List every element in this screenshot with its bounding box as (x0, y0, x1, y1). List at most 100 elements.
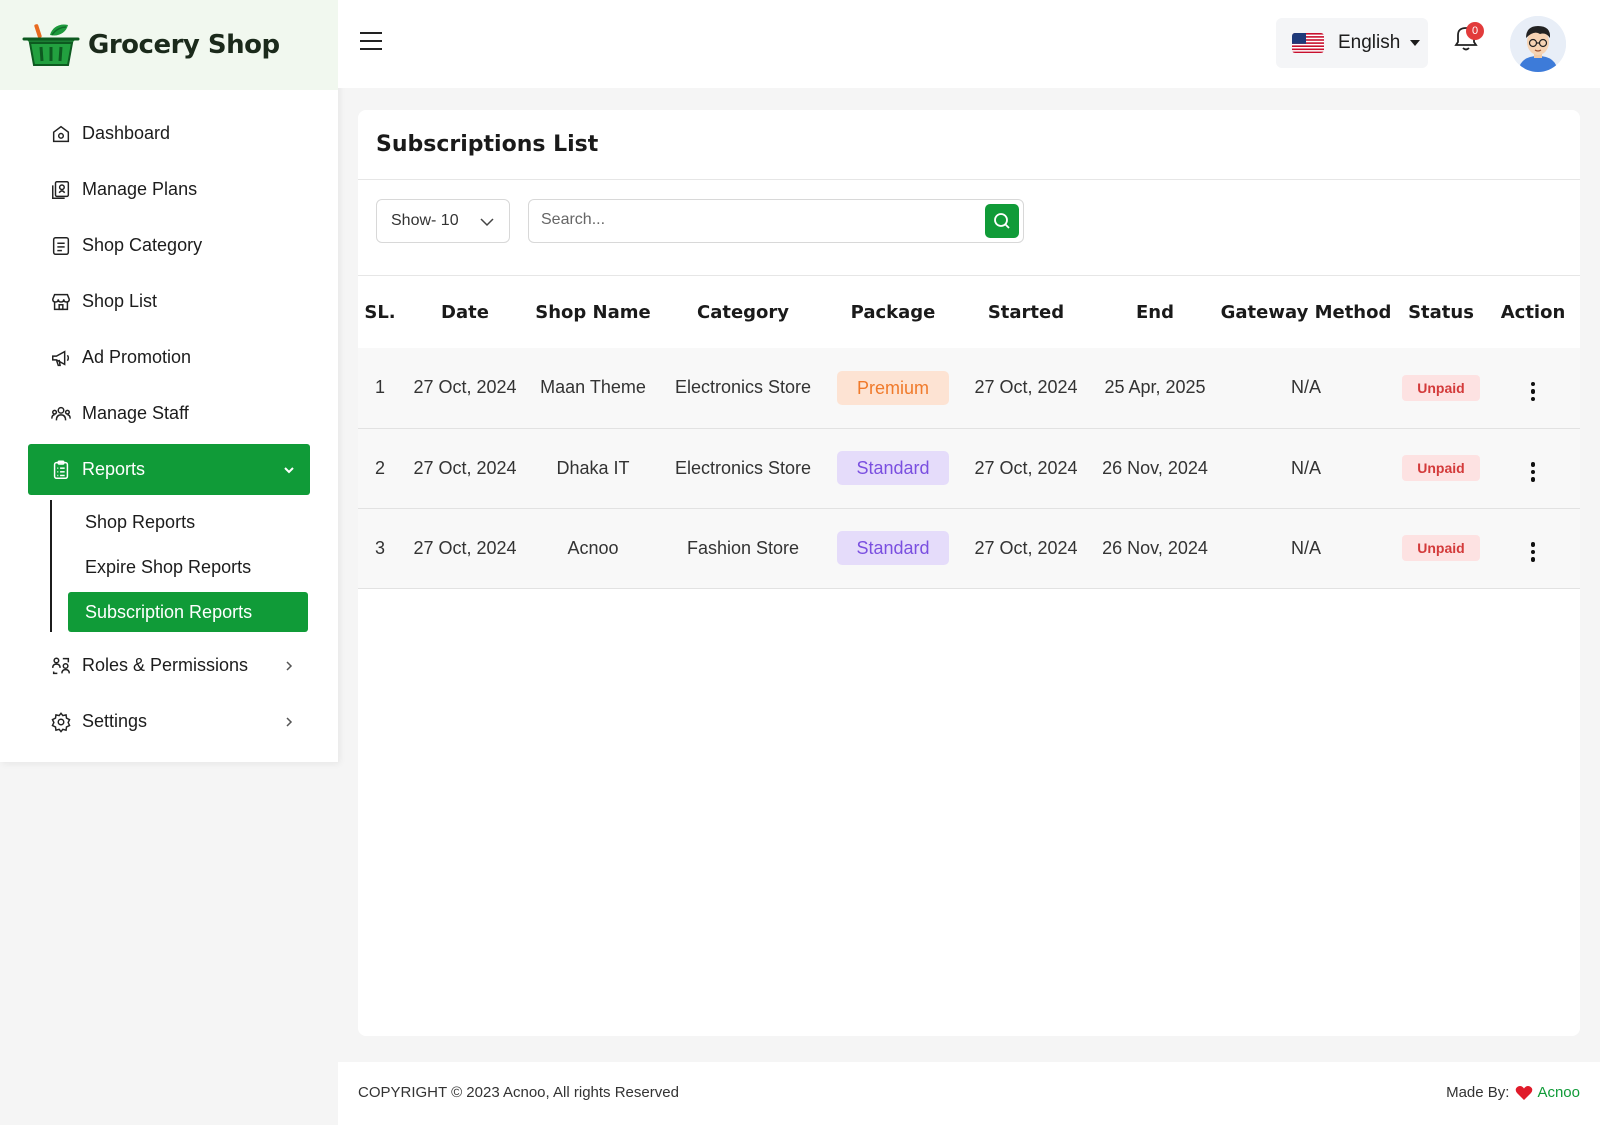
sidebar-item-dashboard[interactable]: Dashboard (28, 108, 310, 159)
cell-date: 27 Oct, 2024 (413, 377, 517, 398)
chevron-down-icon (284, 466, 294, 473)
table-header-row: SL. Date Shop Name Category Package Star… (358, 276, 1580, 348)
language-label: English (1338, 32, 1401, 53)
cell-package: Premium (828, 348, 958, 428)
table-controls: Show- 10 (358, 180, 1580, 276)
more-actions-icon[interactable] (1523, 458, 1544, 486)
sidebar-item-shop-category[interactable]: Shop Category (28, 220, 310, 271)
sidebar-item-label: Shop List (82, 291, 158, 311)
sidebar-item-label: Manage Staff (82, 403, 189, 423)
brand-name: Grocery Shop (88, 30, 280, 60)
more-actions-icon[interactable] (1523, 538, 1544, 566)
search-icon (994, 213, 1010, 229)
cell-end: 25 Apr, 2025 (1104, 377, 1206, 398)
chevron-down-icon (480, 218, 494, 227)
cell-action (1486, 428, 1580, 508)
sidebar-item-label: Settings (82, 711, 148, 731)
category-icon (50, 235, 72, 257)
topbar: English 0 (338, 0, 1600, 88)
sidebar-item-manage-plans[interactable]: Manage Plans (28, 164, 310, 215)
search-box (528, 199, 1024, 243)
gear-icon (50, 711, 72, 733)
plans-icon (50, 179, 72, 201)
sidebar-item-roles-permissions[interactable]: Roles & Permissions (28, 640, 310, 691)
cell-action (1486, 348, 1580, 428)
column-header[interactable]: Package (850, 301, 936, 323)
language-selector[interactable]: English (1276, 18, 1428, 68)
cell-end: 26 Nov, 2024 (1102, 457, 1208, 478)
cell-end: 26 Nov, 2024 (1102, 537, 1208, 558)
sidebar-item-reports[interactable]: Reports (28, 444, 310, 495)
cell-date: 27 Oct, 2024 (413, 537, 517, 558)
copyright-text: COPYRIGHT © 2023 Acnoo, All rights Reser… (358, 1084, 679, 1101)
package-badge: Standard (837, 451, 949, 485)
column-header[interactable]: SL. (364, 301, 396, 323)
staff-icon (50, 403, 72, 425)
cell-gateway: N/A (1290, 537, 1321, 558)
column-header[interactable]: Started (987, 301, 1065, 323)
sidebar-item-ad-promotion[interactable]: Ad Promotion (28, 332, 310, 383)
sidebar-item-manage-staff[interactable]: Manage Staff (28, 388, 310, 439)
cell-gateway: N/A (1290, 457, 1321, 478)
column-header: Action (1500, 301, 1566, 323)
cell-status: Unpaid (1396, 508, 1486, 588)
cell-shop-name: Acnoo (567, 537, 619, 558)
subnav-item-expire-shop-reports[interactable]: Expire Shop Reports (68, 547, 308, 587)
subnav-item-shop-reports[interactable]: Shop Reports (68, 502, 308, 542)
cell-category: Fashion Store (686, 537, 800, 558)
cell-package: Standard (828, 508, 958, 588)
status-badge: Unpaid (1402, 374, 1480, 401)
cell-started: 27 Oct, 2024 (974, 457, 1078, 478)
column-header[interactable]: Date (441, 301, 489, 323)
cell-started: 27 Oct, 2024 (974, 377, 1078, 398)
store-icon (50, 291, 72, 313)
cell-shop-name: Dhaka IT (556, 457, 630, 478)
page-size-value: Show- 10 (391, 212, 459, 229)
column-header[interactable]: Status (1408, 301, 1474, 323)
made-by: Made By: Acnoo (1446, 1084, 1580, 1101)
cell-date: 27 Oct, 2024 (413, 457, 517, 478)
chevron-right-icon (286, 660, 293, 671)
sidebar-item-label: Dashboard (82, 123, 171, 143)
page-size-select[interactable]: Show- 10 (376, 199, 510, 243)
status-badge: Unpaid (1402, 455, 1480, 481)
subnav-item-subscription-reports[interactable]: Subscription Reports (68, 592, 308, 632)
caret-down-icon (1410, 40, 1421, 46)
cell-shop-name: Maan Theme (540, 377, 646, 398)
us-flag-icon (1292, 33, 1324, 53)
avatar[interactable] (1510, 16, 1566, 72)
brand[interactable]: Grocery Shop (0, 0, 338, 90)
sidebar-item-label: Ad Promotion (82, 347, 192, 367)
column-header[interactable]: Category (696, 301, 790, 323)
roles-icon (50, 655, 72, 677)
search-input[interactable] (529, 200, 959, 240)
status-badge: Unpaid (1402, 535, 1480, 561)
sidebar-item-shop-list[interactable]: Shop List (28, 276, 310, 327)
column-header[interactable]: Gateway Method (1220, 301, 1392, 323)
subscriptions-card: Subscriptions List Show- 10 SL. Date Sho… (358, 110, 1580, 1036)
home-icon (50, 123, 72, 145)
column-header[interactable]: End (1136, 301, 1174, 323)
menu-toggle-icon[interactable] (360, 32, 382, 54)
sidebar-item-label: Roles & Permissions (82, 655, 249, 675)
search-button[interactable] (985, 204, 1019, 238)
sidebar-nav: Dashboard Manage Plans Shop Category Sho… (0, 90, 338, 747)
more-actions-icon[interactable] (1523, 378, 1544, 406)
cell-package: Standard (828, 428, 958, 508)
cell-category: Electronics Store (674, 377, 812, 398)
table-row: 3 27 Oct, 2024 Acnoo Fashion Store Stand… (358, 508, 1580, 588)
footer: COPYRIGHT © 2023 Acnoo, All rights Reser… (338, 1062, 1600, 1125)
subscriptions-table: SL. Date Shop Name Category Package Star… (358, 276, 1580, 589)
notification-badge: 0 (1466, 22, 1484, 40)
cell-sl: 2 (374, 457, 385, 478)
cell-category: Electronics Store (674, 457, 812, 478)
cell-sl: 3 (374, 537, 385, 558)
sidebar-item-settings[interactable]: Settings (28, 696, 310, 747)
subnav-item-label: Subscription Reports (85, 601, 253, 622)
table-row: 1 27 Oct, 2024 Maan Theme Electronics St… (358, 348, 1580, 428)
made-by-link[interactable]: Acnoo (1537, 1084, 1580, 1101)
column-header[interactable]: Shop Name (535, 301, 651, 323)
megaphone-icon (50, 347, 72, 369)
sidebar-item-label: Manage Plans (82, 179, 198, 199)
basket-logo-icon (22, 24, 80, 66)
